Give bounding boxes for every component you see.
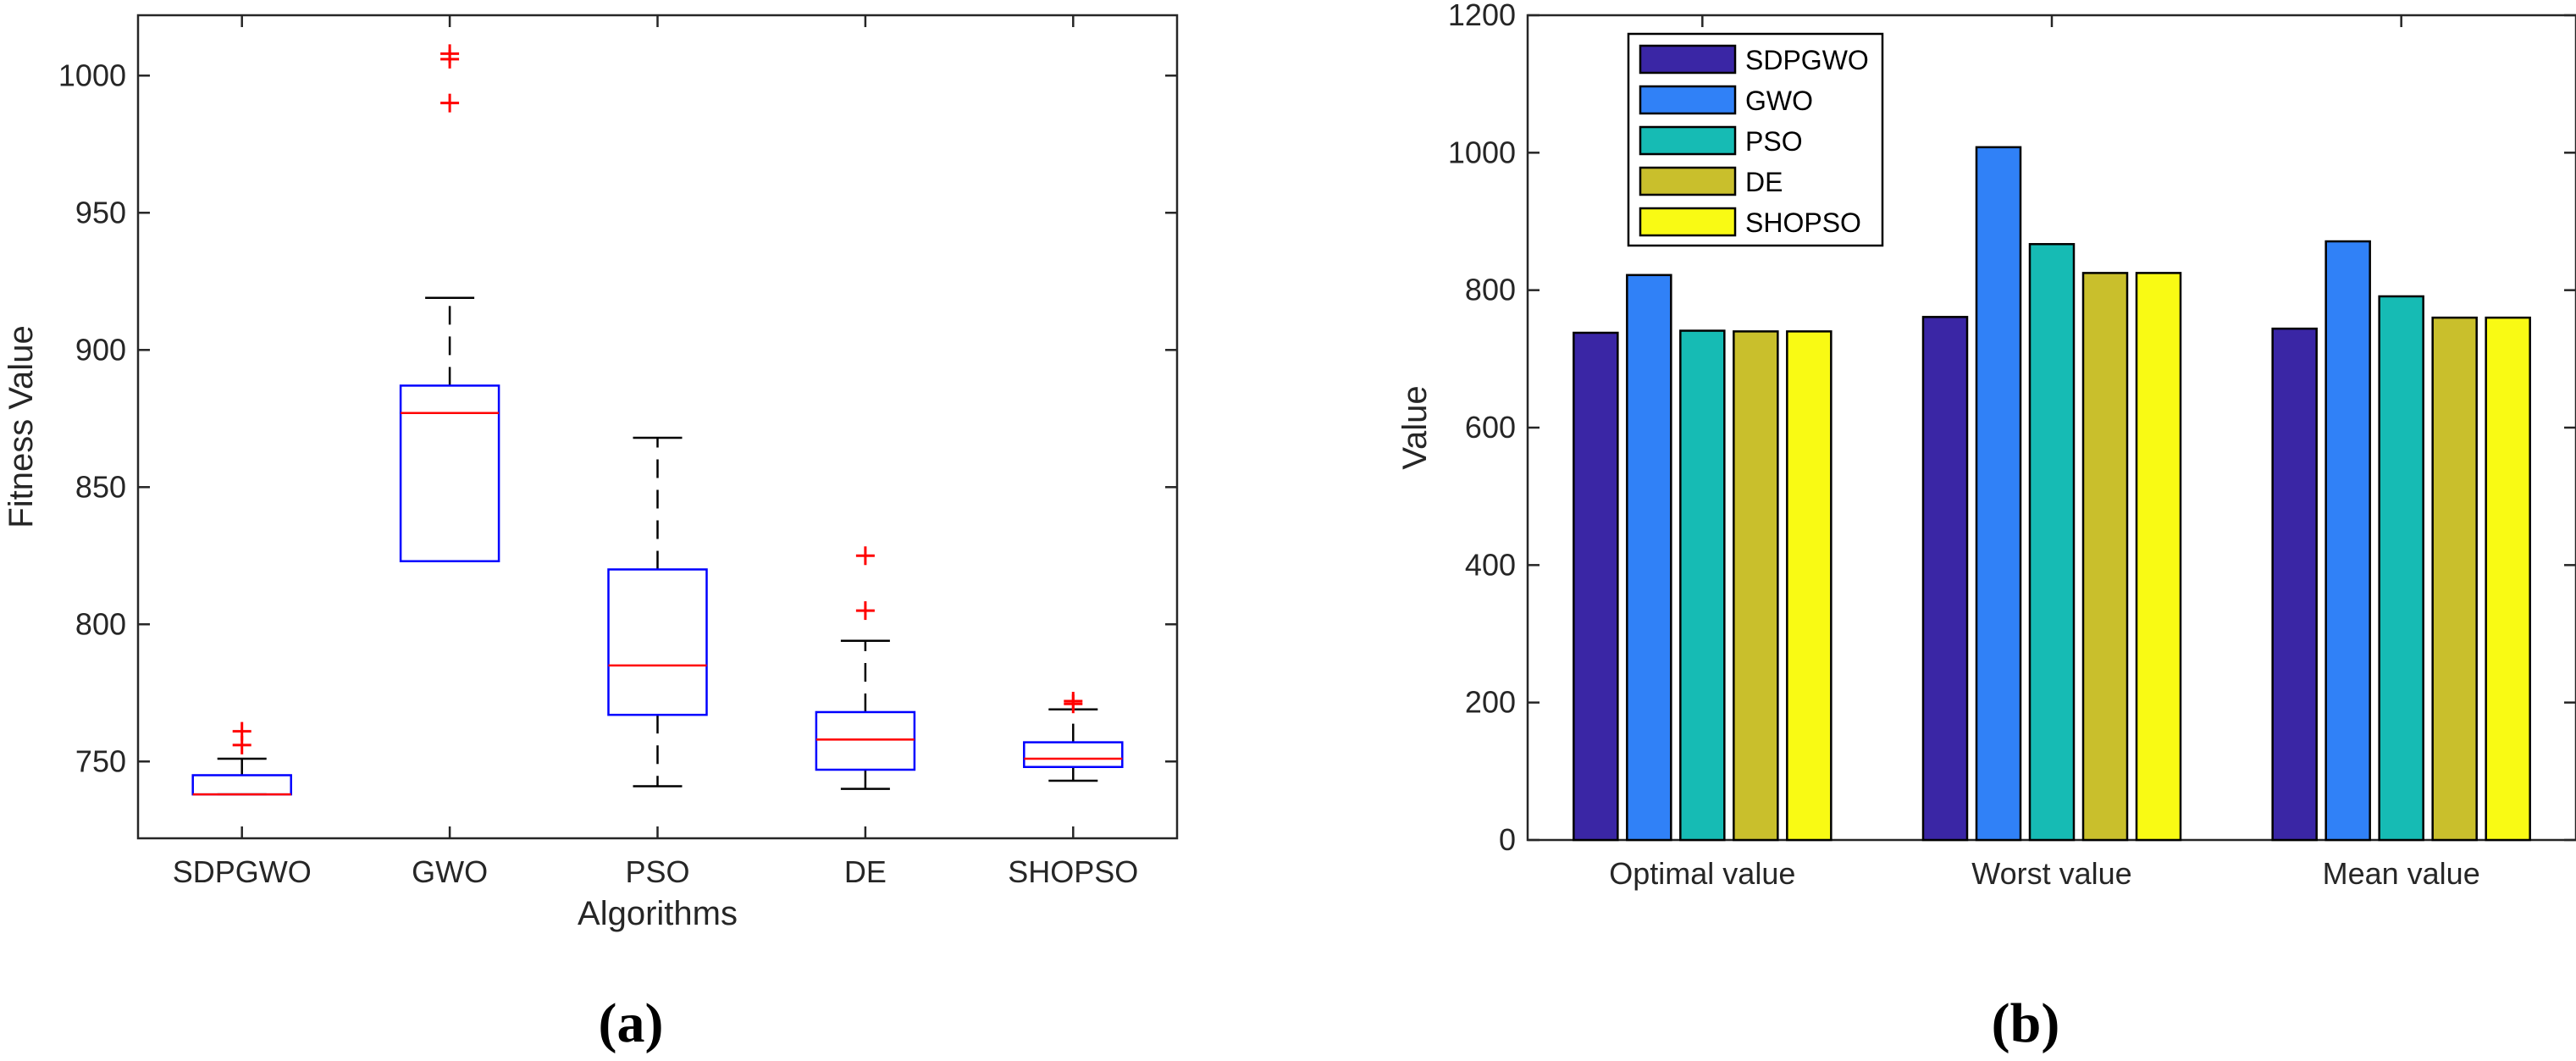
legend: SDPGWO GWO PSO DE SHOPSO — [1627, 32, 1884, 247]
legend-label: PSO — [1745, 126, 1803, 157]
outlier-marker — [440, 93, 460, 113]
outlier-marker — [855, 601, 875, 621]
y-tick-label: 0 — [1499, 822, 1516, 857]
legend-label: DE — [1745, 167, 1783, 197]
box-pso — [607, 436, 708, 787]
y-tick-label: 1200 — [1448, 0, 1516, 32]
y-tick-label: 200 — [1465, 685, 1516, 720]
y-tick-label: 800 — [75, 606, 126, 641]
y-axis-label: Fitness Value — [3, 325, 40, 528]
bar-gwo — [2324, 240, 2371, 842]
legend-swatch — [1639, 125, 1737, 156]
legend-swatch — [1639, 207, 1737, 237]
x-tick-label: DE — [844, 854, 887, 889]
panel-a-boxplot: 750 800 850 900 950 1000 SDPGWO GWO PSO DE SHOPSO A… — [3, 14, 1179, 932]
y-tick-label: 600 — [1465, 410, 1516, 445]
legend-swatch — [1639, 44, 1737, 75]
legend-swatch — [1639, 166, 1737, 196]
x-axis-label: Algorithms — [578, 895, 738, 932]
bar-shopso — [2135, 272, 2182, 842]
box-shopso — [1023, 692, 1124, 782]
iqr-box — [399, 384, 500, 563]
outlier-marker — [440, 44, 460, 64]
x-tick-label: GWO — [412, 854, 488, 889]
bar-sdpgwo — [2271, 327, 2318, 842]
x-tick-label: Worst value — [1971, 856, 2131, 891]
panel-label-a: (a) — [599, 992, 664, 1054]
panel-b-bar-chart: 0 200 400 600 800 1000 1200 Optimal value Worst … — [1396, 0, 2576, 891]
iqr-box — [815, 710, 916, 771]
panel-label-b: (b) — [1992, 992, 2060, 1054]
bar-de — [1733, 330, 1779, 842]
box-sdpgwo — [191, 721, 292, 796]
y-tick-label: 900 — [75, 332, 126, 367]
y-tick-label: 1000 — [1448, 135, 1516, 169]
y-tick-label: 1000 — [58, 58, 126, 92]
series-sdpgwo — [1573, 316, 2318, 842]
x-tick-label: Optimal value — [1609, 856, 1795, 891]
x-tick-label: Mean value — [2323, 856, 2480, 891]
legend-label: GWO — [1745, 86, 1813, 116]
y-tick-label: 950 — [75, 195, 126, 229]
bar-de — [2431, 316, 2478, 842]
bar-shopso — [2485, 316, 2531, 842]
series-gwo — [1626, 146, 2371, 842]
legend-label: SDPGWO — [1745, 45, 1869, 75]
bar-sdpgwo — [1921, 316, 1969, 842]
bar-gwo — [1975, 146, 2022, 842]
y-tick-label: 400 — [1465, 547, 1516, 582]
iqr-box — [607, 568, 708, 716]
series-shopso — [1786, 272, 2531, 842]
iqr-box — [1023, 741, 1124, 769]
y-axis-label: Value — [1396, 385, 1434, 469]
bar-pso — [2028, 243, 2076, 842]
legend-label: SHOPSO — [1745, 207, 1861, 238]
bar-gwo — [1626, 274, 1672, 842]
series-pso — [1679, 243, 2424, 842]
x-tick-label: SDPGWO — [173, 854, 312, 889]
outlier-marker — [232, 721, 252, 741]
outlier-marker — [1064, 692, 1083, 710]
bar-pso — [2378, 295, 2424, 842]
box-de — [815, 546, 916, 790]
bar-shopso — [1786, 330, 1832, 842]
bar-pso — [1679, 329, 1726, 842]
x-tick-label: PSO — [625, 854, 689, 889]
x-tick-label: SHOPSO — [1008, 854, 1138, 889]
bar-sdpgwo — [1573, 331, 1619, 842]
legend-swatch — [1639, 85, 1737, 115]
bar-de — [2081, 272, 2129, 842]
series-de — [1733, 272, 2478, 842]
y-tick-label: 800 — [1465, 273, 1516, 307]
y-tick-label: 750 — [75, 743, 126, 778]
box-gwo — [399, 44, 500, 563]
y-tick-label: 850 — [75, 469, 126, 504]
outlier-marker — [855, 546, 875, 566]
